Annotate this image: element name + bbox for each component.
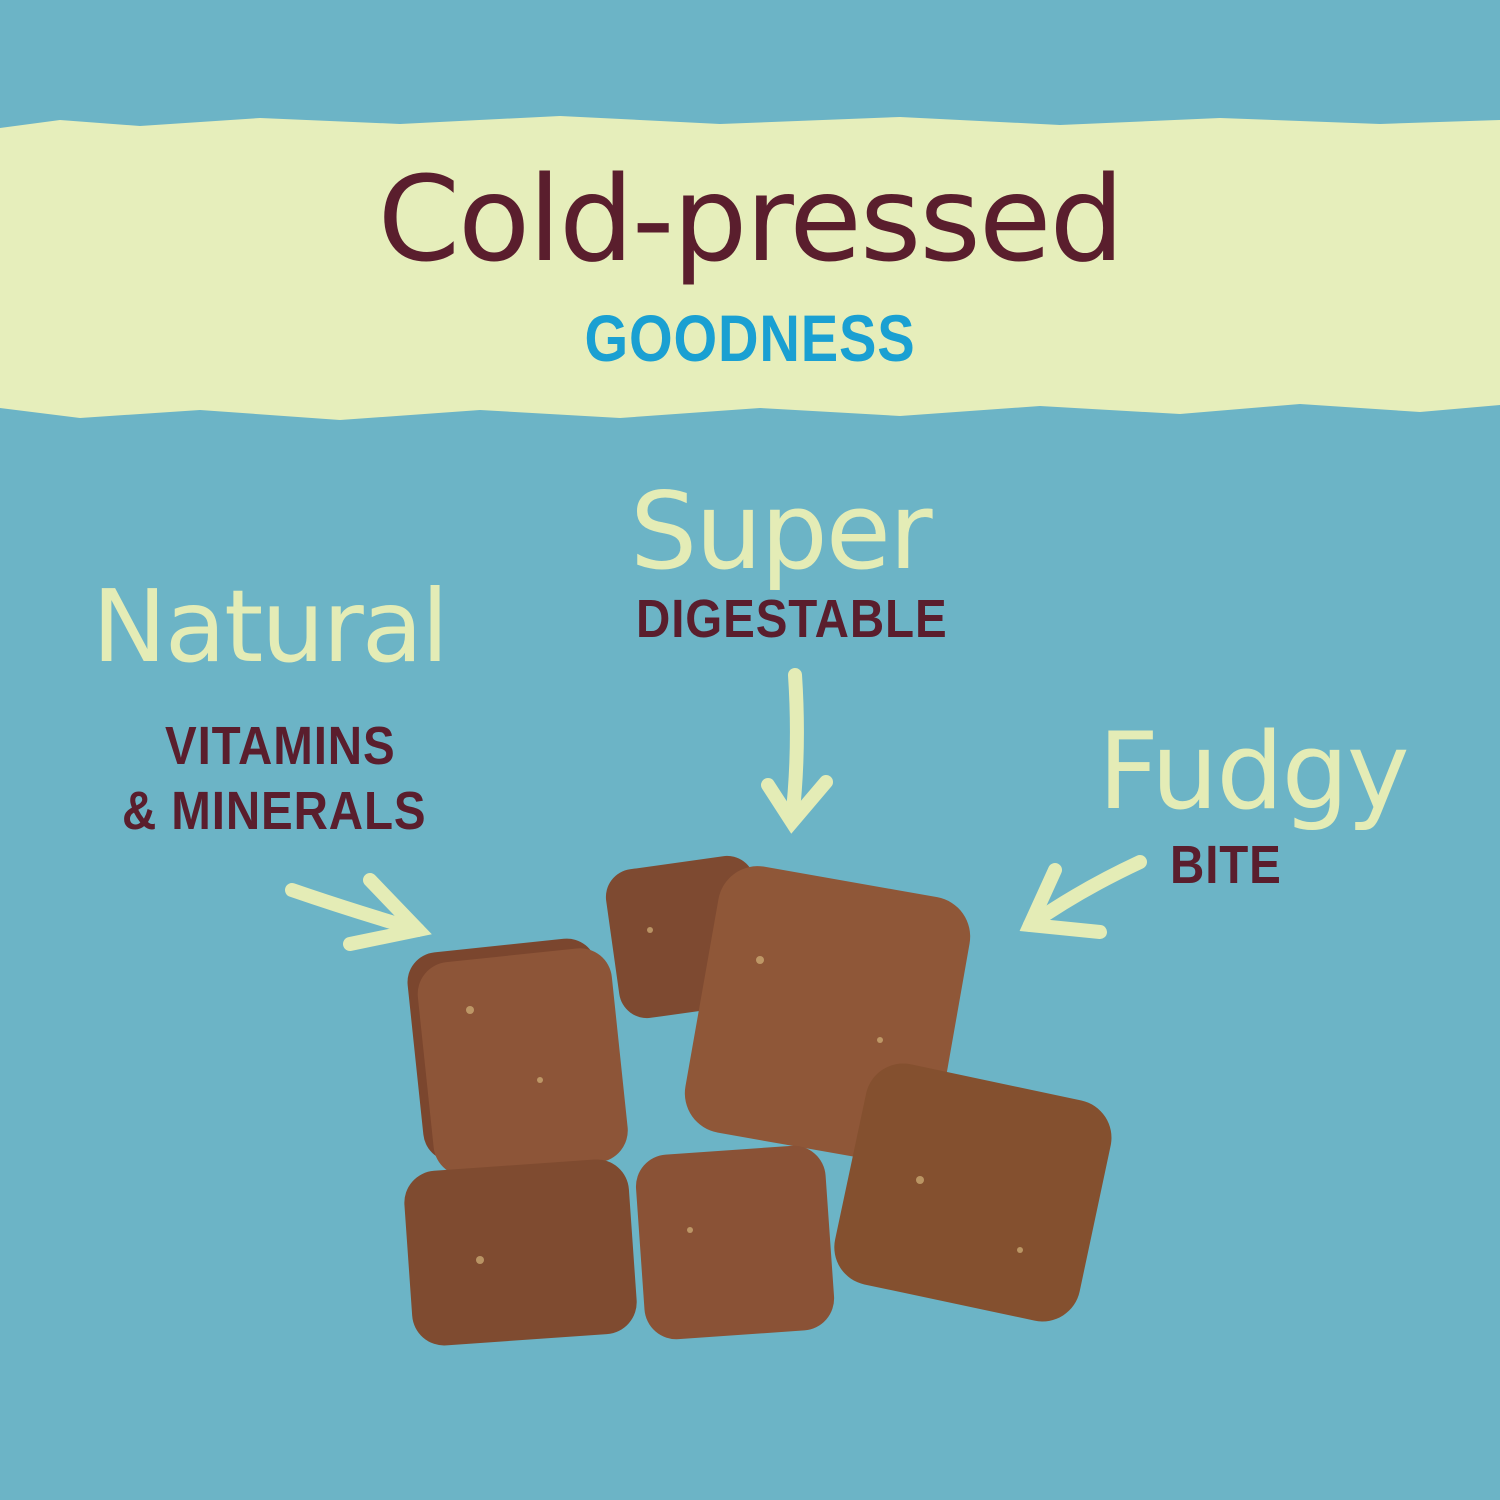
banner-title: Cold-pressed [377,150,1125,288]
digestable-label: DIGESTABLE [636,589,948,649]
arrow-down-right-icon [285,873,432,951]
fudgy-script-label: Fudgy [1098,710,1410,833]
arrow-down-left-icon [1019,855,1147,939]
minerals-label: & MINERALS [122,781,427,841]
vitamins-label: VITAMINS [165,716,396,776]
banner-strip [0,116,1500,420]
bite-label: BITE [1170,835,1282,895]
arrow-down-icon [761,668,833,834]
super-script-label: Super [630,470,933,593]
natural-script-label: Natural [92,568,449,685]
banner-subtitle: GOODNESS [584,301,916,375]
treats-image [404,855,1112,1346]
